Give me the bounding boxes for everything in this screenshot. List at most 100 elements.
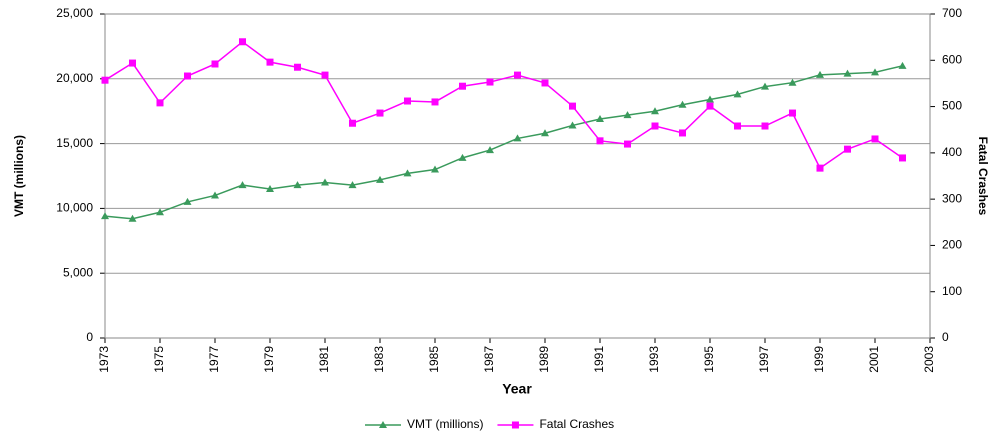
point — [266, 184, 274, 192]
point — [651, 122, 659, 130]
point — [871, 135, 879, 143]
legend-label: VMT (millions) — [407, 417, 483, 431]
point — [816, 164, 824, 172]
point — [569, 102, 576, 110]
point — [156, 99, 164, 107]
y2-tick-label: 600 — [942, 52, 962, 66]
point — [816, 70, 824, 78]
point — [734, 122, 741, 130]
point — [679, 129, 686, 137]
point — [843, 69, 852, 77]
x-tick-label: 2001 — [867, 346, 881, 373]
point — [211, 191, 219, 199]
point — [404, 97, 411, 105]
point — [431, 98, 439, 106]
point — [293, 181, 302, 189]
point — [376, 109, 384, 117]
y2-tick-label: 700 — [942, 6, 962, 20]
point — [486, 146, 494, 154]
point — [788, 78, 797, 86]
point — [128, 214, 137, 222]
x-tick-label: 1987 — [482, 346, 496, 373]
x-tick-label: 1975 — [152, 346, 166, 373]
x-tick-label: 1983 — [372, 346, 386, 373]
point — [211, 60, 219, 68]
point — [349, 119, 356, 127]
x-tick-label: 1999 — [812, 346, 826, 373]
point — [706, 95, 714, 103]
x-axis-label: Year — [502, 381, 532, 397]
legend-label: Fatal Crashes — [539, 417, 614, 431]
point — [898, 61, 907, 69]
y2-tick-label: 200 — [942, 238, 962, 252]
x-tick-label: 1977 — [207, 346, 221, 373]
point — [486, 78, 494, 86]
point — [678, 100, 687, 108]
y2-tick-label: 400 — [942, 145, 962, 159]
x-tick-label: 1989 — [537, 346, 551, 373]
point — [541, 79, 549, 87]
y2-tick-label: 0 — [942, 330, 949, 344]
point — [156, 208, 164, 216]
point — [596, 137, 604, 145]
x-tick-label: 1981 — [317, 346, 331, 373]
series-line — [104, 40, 903, 170]
x-tick-label: 1979 — [262, 346, 276, 373]
point — [459, 82, 466, 90]
point — [266, 58, 274, 66]
point — [321, 178, 329, 186]
point — [513, 134, 522, 142]
x-tick-label: 1991 — [592, 346, 606, 373]
point — [871, 68, 879, 76]
x-tick-label: 1995 — [702, 346, 716, 373]
point — [321, 71, 329, 79]
point — [623, 111, 632, 119]
y-axis-label: VMT (millions) — [12, 135, 26, 217]
point — [184, 72, 191, 80]
y-tick-label: 15,000 — [56, 136, 93, 150]
y-tick-label: 10,000 — [56, 201, 93, 215]
point — [376, 175, 384, 183]
point — [101, 76, 109, 84]
y2-tick-label: 500 — [942, 99, 962, 113]
x-tick-label: 2003 — [922, 346, 936, 373]
point — [706, 102, 714, 110]
point — [761, 82, 769, 90]
legend-marker — [511, 421, 519, 429]
point — [129, 59, 136, 67]
y2-tick-label: 100 — [942, 284, 962, 298]
y-tick-label: 0 — [86, 330, 93, 344]
point — [624, 140, 631, 148]
point — [651, 107, 659, 115]
y2-axis-label: Fatal Crashes — [976, 137, 990, 216]
x-tick-label: 1997 — [757, 346, 771, 373]
series-line — [104, 65, 903, 220]
point — [183, 197, 192, 205]
point — [458, 153, 467, 161]
x-tick-label: 1973 — [97, 346, 111, 373]
point — [101, 212, 109, 220]
point — [844, 145, 851, 153]
point — [541, 129, 549, 137]
point — [568, 121, 577, 129]
plot-border — [104, 13, 931, 339]
point — [899, 154, 906, 162]
x-tick-label: 1993 — [647, 346, 661, 373]
legend-marker — [379, 421, 387, 428]
y-tick-label: 5,000 — [63, 265, 93, 279]
x-tick-label: 1985 — [427, 346, 441, 373]
point — [294, 63, 301, 71]
y-tick-label: 20,000 — [56, 71, 93, 85]
point — [761, 122, 769, 130]
point — [789, 109, 796, 117]
point — [348, 181, 357, 189]
point — [733, 90, 742, 98]
point — [239, 38, 246, 46]
y2-tick-label: 300 — [942, 191, 962, 205]
point — [514, 71, 521, 79]
point — [596, 114, 604, 122]
point — [238, 181, 247, 189]
point — [431, 165, 439, 173]
